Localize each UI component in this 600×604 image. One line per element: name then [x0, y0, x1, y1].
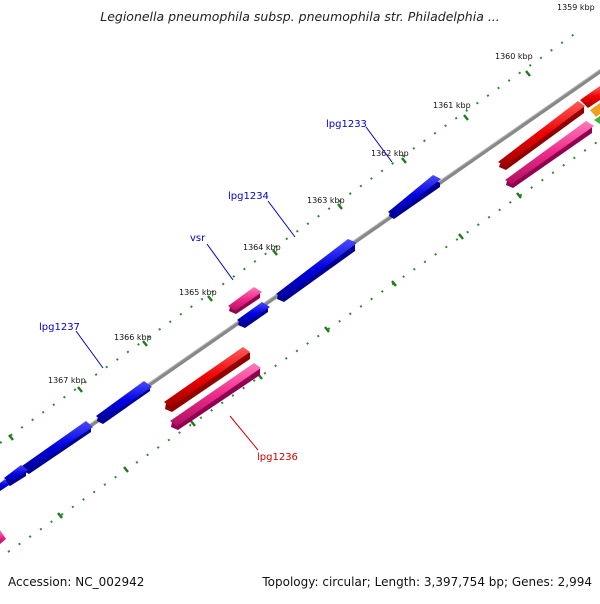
- feature-lpg1236-pink[interactable]: [170, 363, 261, 430]
- gene-lpg1234[interactable]: [276, 239, 357, 302]
- label-vsr[interactable]: vsr: [190, 233, 206, 244]
- outer-tick-track: [0, 29, 581, 444]
- tick-label-1366: 1366 kbp: [114, 333, 152, 342]
- label-lpg1236[interactable]: lpg1236: [257, 452, 298, 463]
- gene-orange[interactable]: [590, 103, 600, 117]
- tick-label-1367: 1367 kbp: [48, 376, 86, 385]
- label-lpg1233[interactable]: lpg1233: [326, 119, 367, 130]
- feature-vsr-pink[interactable]: [228, 287, 262, 314]
- label-lpg1237[interactable]: lpg1237: [39, 322, 80, 333]
- feature-pink-4[interactable]: [0, 530, 6, 544]
- tick-label-1363: 1363 kbp: [307, 196, 345, 205]
- gene-lpg1237[interactable]: [22, 421, 93, 474]
- gene-red-2[interactable]: [498, 101, 585, 170]
- gene-red-3[interactable]: [580, 86, 600, 108]
- genome-title: Legionella pneumophila subsp. pneumophil…: [100, 9, 500, 24]
- accession-text: Accession: NC_002942: [8, 575, 145, 589]
- leader-lpg1237: [75, 330, 104, 369]
- tick-label-1364: 1364 kbp: [243, 243, 281, 252]
- leader-lpg1234: [267, 200, 296, 238]
- gene-lpg1233[interactable]: [388, 175, 441, 219]
- tick-label-1360: 1360 kbp: [495, 52, 533, 61]
- tick-label-1365: 1365 kbp: [179, 288, 217, 297]
- gene-blue-4[interactable]: [96, 381, 152, 424]
- genome-summary-text: Topology: circular; Length: 3,397,754 bp…: [262, 575, 592, 589]
- leader-vsr: [206, 243, 234, 281]
- gene-vsr-blue[interactable]: [237, 302, 270, 328]
- feature-pink-3[interactable]: [505, 121, 594, 188]
- leader-lpg1236: [229, 415, 259, 451]
- tick-label-1362: 1362 kbp: [371, 149, 409, 158]
- gene-red-1[interactable]: [164, 347, 250, 412]
- gene-blue-7[interactable]: [0, 479, 9, 491]
- gene-green[interactable]: [594, 116, 600, 124]
- label-lpg1234[interactable]: lpg1234: [228, 191, 269, 202]
- inner-major-ticks: [57, 192, 522, 519]
- leader-lpg1233: [365, 126, 393, 163]
- tick-label-1359: 1359 kbp: [557, 3, 595, 12]
- outer-major-ticks: [8, 70, 531, 441]
- gene-blue-6[interactable]: [4, 465, 28, 486]
- tick-label-1361: 1361 kbp: [433, 101, 471, 110]
- inner-tick-track: [7, 139, 600, 553]
